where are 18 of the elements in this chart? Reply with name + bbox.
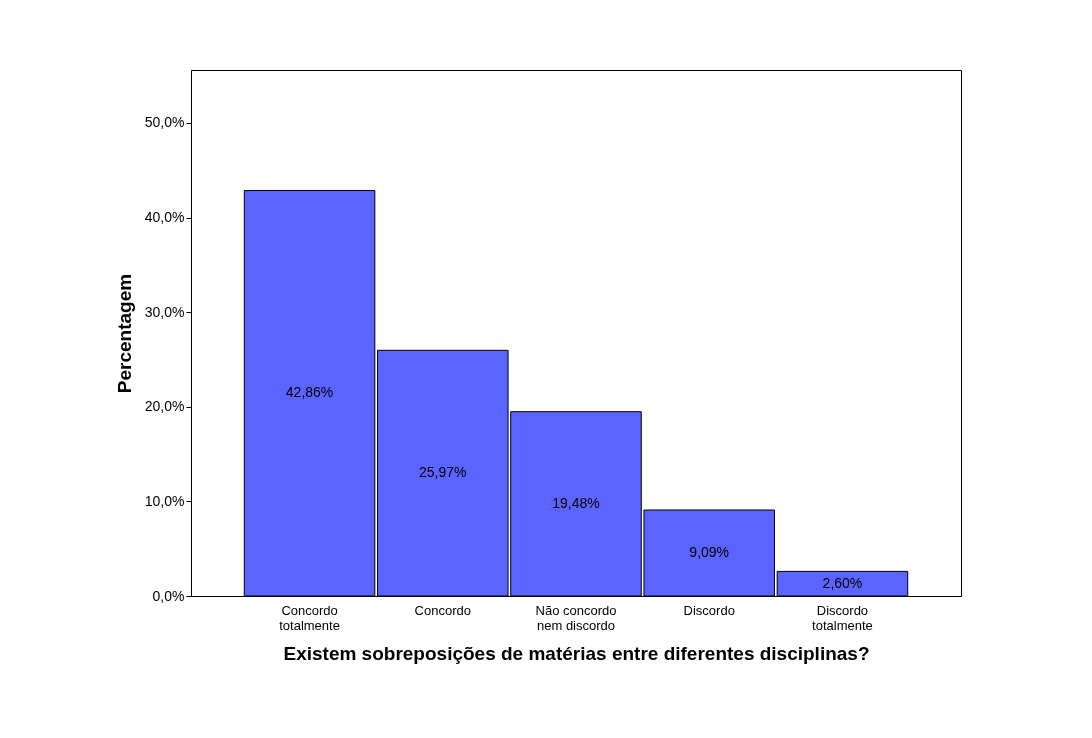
y-tick-label: 0,0% bbox=[152, 587, 185, 604]
data-label: 19,48% bbox=[552, 494, 600, 511]
data-label: 25,97% bbox=[419, 464, 467, 481]
y-tick-label: 50,0% bbox=[144, 114, 185, 131]
x-tick-label: Não concordo nem discordo bbox=[535, 602, 617, 633]
y-tick-label: 20,0% bbox=[144, 398, 185, 415]
y-axis-title: Percentagem bbox=[113, 273, 135, 394]
x-tick-label: Discordo bbox=[683, 602, 735, 618]
data-label: 2,60% bbox=[822, 574, 863, 591]
x-axis-title: Existem sobreposições de matérias entre diferentes disciplinas? bbox=[283, 642, 870, 664]
x-tick-label: Concordo bbox=[414, 602, 471, 618]
data-label: 42,86% bbox=[285, 384, 334, 401]
y-tick-label: 10,0% bbox=[144, 492, 185, 509]
y-tick-label: 40,0% bbox=[144, 209, 185, 226]
x-tick-label: Concordo totalmente bbox=[279, 602, 340, 633]
data-label: 9,09% bbox=[689, 544, 730, 560]
y-tick-label: 30,0% bbox=[144, 303, 185, 320]
x-tick-label: Discordo totalmente bbox=[812, 602, 873, 633]
